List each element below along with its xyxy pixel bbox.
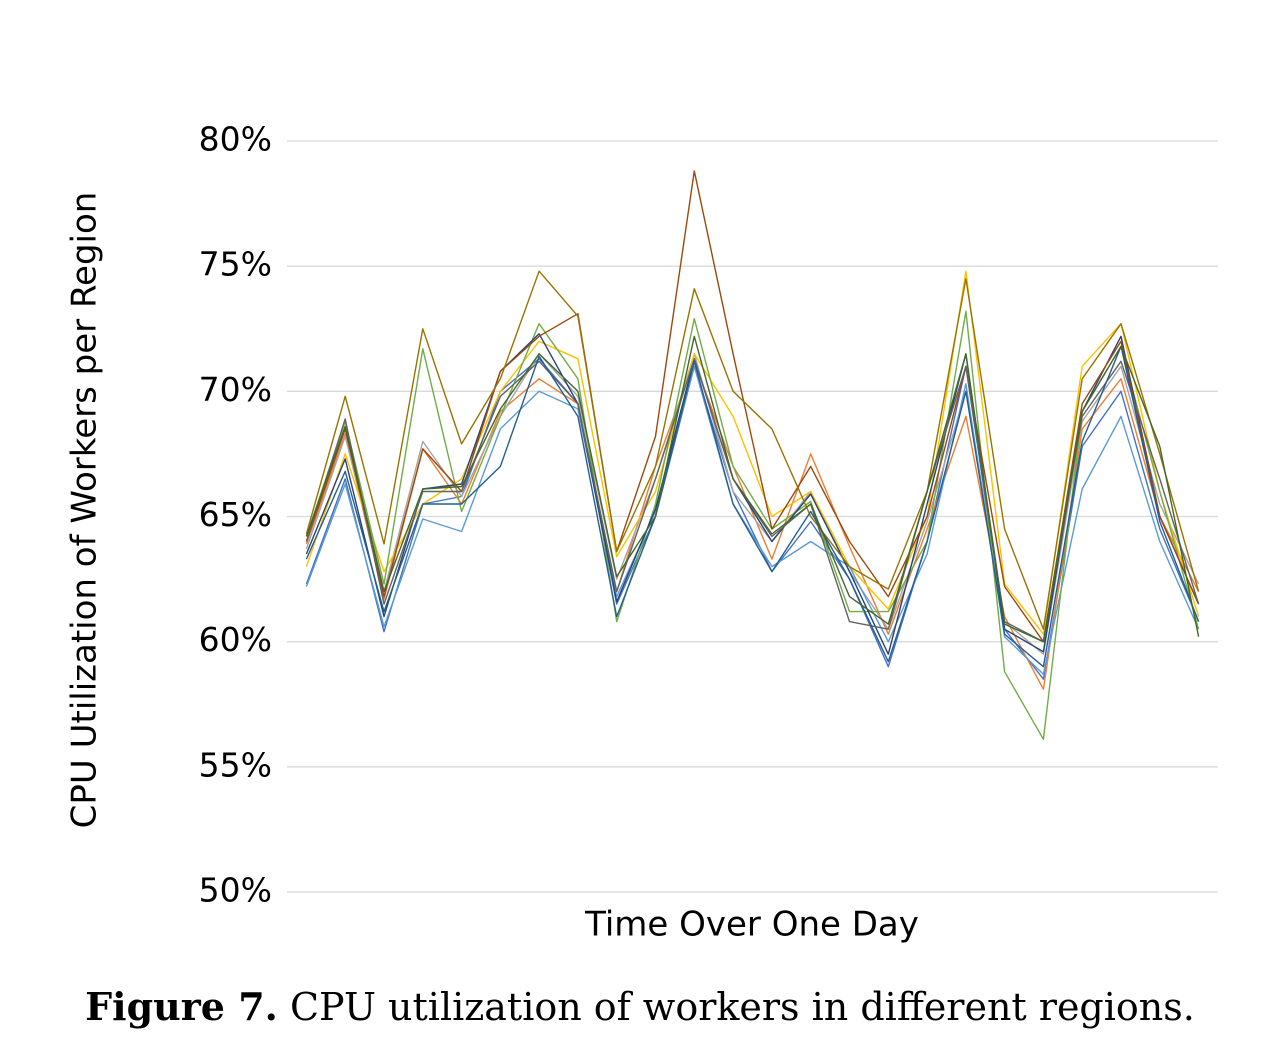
y-tick-label: 75% — [199, 245, 272, 284]
series-line — [305, 270, 1200, 630]
caption: Figure 7. CPU utilization of workers in … — [85, 984, 1195, 1029]
y-tick-label: 70% — [199, 370, 272, 409]
y-tick-label: 50% — [199, 871, 272, 910]
series-line — [305, 270, 1200, 635]
caption-text: CPU utilization of workers in different … — [290, 985, 1195, 1029]
y-axis-title: CPU Utilization of Workers per Region — [65, 192, 105, 829]
caption-label: Figure 7. — [85, 984, 278, 1029]
series-line — [305, 345, 1200, 668]
y-tick-label: 80% — [199, 120, 272, 159]
y-tick-label: 55% — [199, 745, 272, 784]
series-line — [305, 335, 1200, 643]
x-axis-title: Time Over One Day — [584, 905, 919, 945]
series-line — [305, 365, 1200, 675]
y-tick-label: 65% — [199, 495, 272, 534]
y-tick-label: 60% — [199, 620, 272, 659]
